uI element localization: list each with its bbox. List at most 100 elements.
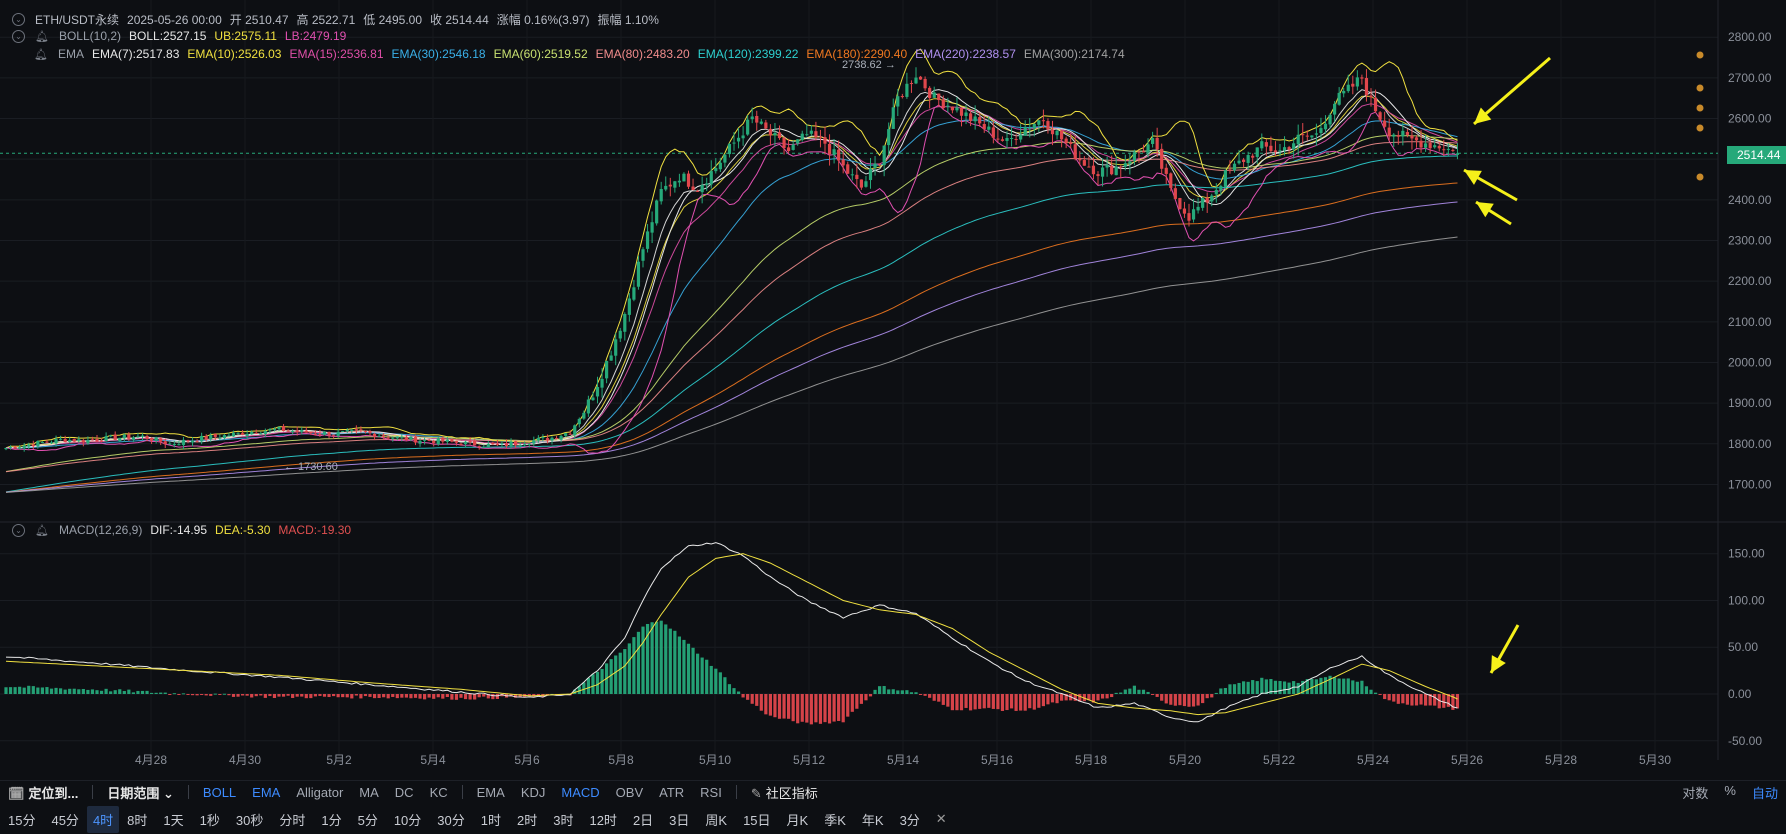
- low-value: 2495.00: [378, 13, 423, 27]
- timeframe-15[interactable]: 12时: [589, 812, 617, 828]
- macd-bar: [723, 677, 727, 695]
- timeframe-4[interactable]: 1天: [163, 812, 184, 828]
- candle: [1132, 149, 1136, 166]
- macd-bar: [1333, 677, 1337, 695]
- timeframe-9[interactable]: 5分: [357, 812, 378, 828]
- collapse-icon[interactable]: ⌄: [12, 523, 25, 537]
- sub-indicator-2[interactable]: MACD: [561, 784, 600, 800]
- timeframe-13[interactable]: 2时: [517, 812, 538, 828]
- candle-body: [1214, 189, 1218, 195]
- ema-item: EMA(15):2536.81: [289, 47, 384, 61]
- timeframe-3[interactable]: 8时: [127, 812, 148, 828]
- macd-bar: [818, 694, 823, 724]
- macd-bar: [468, 694, 472, 700]
- chart-canvas[interactable]: 1700.00 1800.00 1900.00 2000.00 2100.00 2200.…: [0, 0, 1786, 780]
- candle-body: [887, 129, 891, 146]
- candle-body: [204, 435, 208, 440]
- macd-bar: [1378, 694, 1382, 696]
- timeframe-22[interactable]: 年K: [861, 812, 884, 828]
- collapse-icon[interactable]: ⌄: [12, 29, 25, 43]
- main-indicator-3[interactable]: MA: [359, 784, 379, 800]
- candle: [1191, 198, 1196, 223]
- sub-indicator-0[interactable]: EMA: [476, 784, 505, 800]
- calendar-icon: 🗓︎: [8, 785, 25, 801]
- bell-icon[interactable]: 🔔︎: [35, 524, 49, 537]
- scale-option-0[interactable]: 对数: [1682, 785, 1709, 801]
- sub-indicator-1[interactable]: KDJ: [520, 784, 546, 800]
- timeframe-19[interactable]: 15日: [743, 812, 771, 828]
- macd-bar: [664, 624, 668, 695]
- timeframe-21[interactable]: 季K: [824, 812, 846, 828]
- macd-bar: [1428, 694, 1432, 706]
- candle: [1119, 165, 1123, 179]
- main-indicator-4[interactable]: DC: [394, 784, 414, 800]
- candle-body: [482, 446, 486, 448]
- timeframe-14[interactable]: 3时: [553, 812, 574, 828]
- macd-bar: [1396, 694, 1400, 704]
- macd-bar: [163, 692, 167, 695]
- timeframe-16[interactable]: 2日: [632, 812, 654, 828]
- locate-button[interactable]: 🗓︎ 定位到...: [8, 785, 79, 801]
- candle: [350, 428, 354, 434]
- timeframe-7[interactable]: 分时: [279, 812, 306, 828]
- timeframe-8[interactable]: 1分: [321, 812, 342, 828]
- scale-option-1[interactable]: %: [1724, 782, 1736, 798]
- candle: [759, 118, 763, 125]
- candle: [632, 279, 636, 302]
- candle-body: [1151, 138, 1155, 144]
- x-tick-label: 5月10: [699, 753, 731, 767]
- sub-indicator-4[interactable]: ATR: [659, 784, 685, 800]
- macd-bar: [1401, 694, 1405, 704]
- main-indicator-1[interactable]: EMA: [252, 784, 281, 800]
- timeframe-6[interactable]: 30秒: [235, 812, 264, 828]
- macd-bar: [1046, 694, 1050, 705]
- main-indicator-0[interactable]: BOLL: [202, 784, 237, 800]
- ema-item: EMA(7):2517.83: [91, 47, 180, 61]
- candle-body: [741, 135, 745, 139]
- timeframe-5[interactable]: 1秒: [199, 812, 220, 828]
- bell-icon[interactable]: 🔔︎: [35, 30, 49, 43]
- sub-indicator-5[interactable]: RSI: [700, 784, 722, 800]
- timeframe-20[interactable]: 月K: [786, 812, 809, 828]
- community-indicators-button[interactable]: ✎ 社区指标: [750, 785, 818, 801]
- candle: [1005, 131, 1009, 149]
- candle-body: [36, 440, 40, 447]
- candle-body: [632, 287, 636, 300]
- edit-icon: ✎: [750, 785, 762, 801]
- scale-option-2[interactable]: 自动: [1751, 785, 1778, 801]
- timeframe-23[interactable]: 3分: [899, 812, 920, 828]
- sub-indicator-3[interactable]: OBV: [615, 784, 644, 800]
- candle-body: [559, 435, 563, 440]
- macd-bar: [650, 622, 654, 695]
- main-indicator-5[interactable]: KC: [429, 784, 448, 800]
- timeframe-17[interactable]: 3日: [669, 812, 690, 828]
- macd-bar: [1169, 694, 1173, 705]
- candle: [1146, 138, 1150, 158]
- date-range-dropdown[interactable]: 日期范围 ⌄: [107, 785, 174, 801]
- candle: [150, 437, 154, 444]
- candle: [450, 438, 454, 443]
- main-indicator-2[interactable]: Alligator: [296, 784, 344, 800]
- timeframe-18[interactable]: 周K: [705, 812, 728, 828]
- bell-icon[interactable]: 🔔︎: [34, 48, 48, 61]
- candle-body: [928, 87, 932, 99]
- timeframe-12[interactable]: 1时: [480, 812, 501, 828]
- collapse-icon[interactable]: ⌄: [12, 13, 25, 26]
- macd-bar: [1232, 684, 1237, 695]
- timeframe-1[interactable]: 45分: [51, 812, 79, 828]
- macd-bar: [1387, 694, 1391, 701]
- timeframe-10[interactable]: 10分: [393, 812, 422, 828]
- timeframe-11[interactable]: 30分: [437, 812, 465, 828]
- macd-bar: [1091, 694, 1096, 703]
- macd-bar: [477, 694, 481, 698]
- candle-body: [545, 438, 550, 441]
- timeframe-2[interactable]: 4时: [86, 805, 120, 833]
- candle-body: [391, 437, 395, 439]
- macd-bar: [382, 694, 386, 698]
- close-icon[interactable]: ✕: [935, 811, 947, 826]
- candle-body: [113, 434, 117, 440]
- candle: [559, 435, 563, 443]
- candle: [950, 106, 954, 114]
- timeframe-0[interactable]: 15分: [8, 812, 36, 828]
